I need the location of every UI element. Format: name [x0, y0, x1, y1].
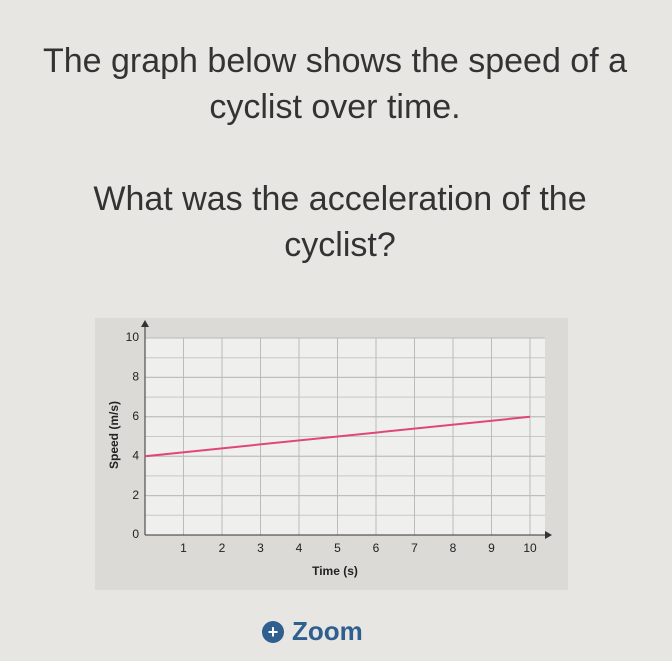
x-tick-label: 1 — [180, 541, 187, 555]
x-tick-label: 10 — [523, 541, 537, 555]
y-tick-label: 10 — [126, 330, 140, 344]
data-line — [144, 415, 531, 458]
y-tick-label: 2 — [132, 488, 139, 502]
y-axis-label: Speed (m/s) — [107, 401, 121, 469]
x-tick-label: 3 — [257, 541, 264, 555]
x-tick-label: 4 — [296, 541, 303, 555]
question-intro: The graph below shows the speed of a cyc… — [42, 42, 628, 126]
zoom-button[interactable]: + Zoom — [262, 616, 363, 647]
x-tick-label: 5 — [334, 541, 341, 555]
y-tick-label: 6 — [132, 409, 139, 423]
x-tick-label: 9 — [488, 541, 495, 555]
x-axis-label: Time (s) — [312, 564, 358, 578]
axis-arrow — [141, 320, 149, 327]
x-tick-label: 6 — [373, 541, 380, 555]
zoom-icon: + — [262, 620, 284, 643]
axis-arrow — [545, 531, 552, 539]
x-tick-label: 7 — [411, 541, 418, 555]
x-tick-label: 8 — [450, 541, 457, 555]
y-tick-label: 8 — [132, 370, 139, 384]
y-tick-label: 0 — [132, 527, 139, 541]
y-tick-label: 4 — [132, 448, 139, 462]
zoom-label: Zoom — [292, 616, 363, 646]
question-prompt: What was the acceleration of the cyclist… — [93, 180, 587, 264]
x-tick-label: 2 — [219, 541, 226, 555]
